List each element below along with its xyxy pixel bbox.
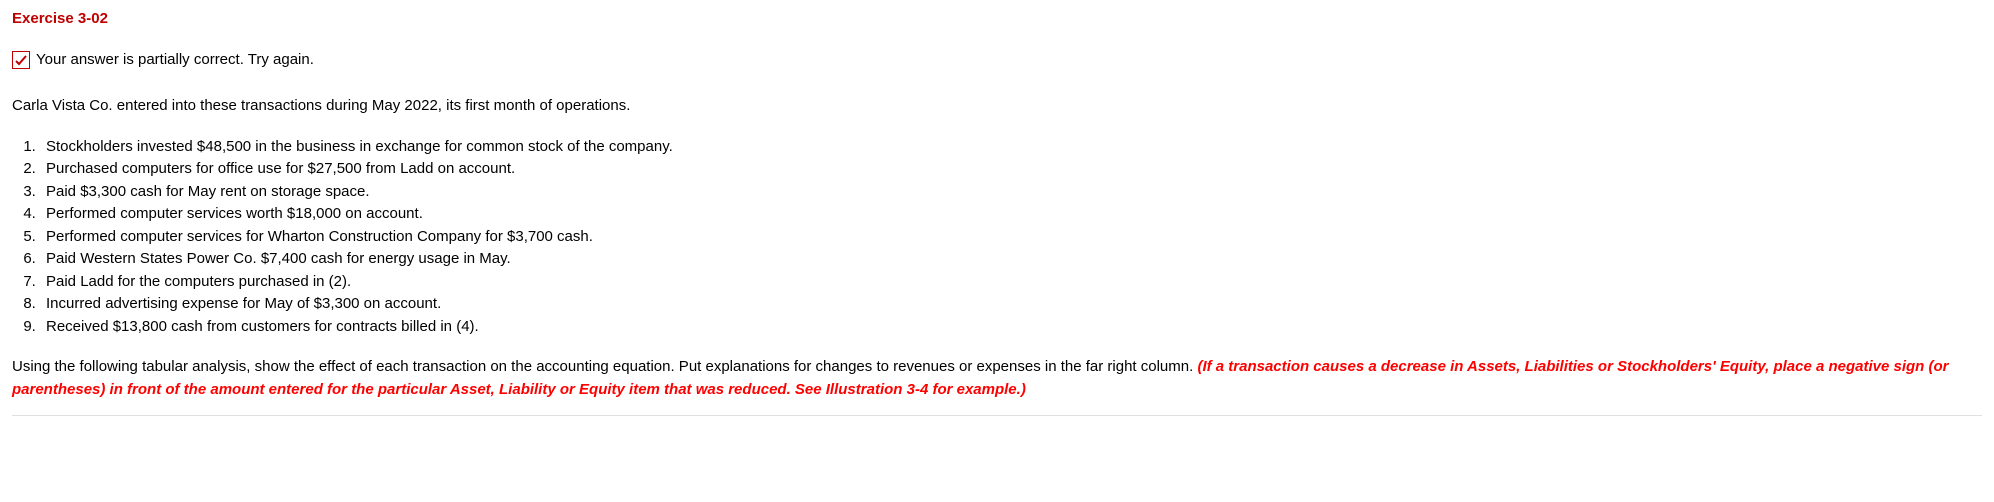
partial-correct-icon [12,51,30,69]
intro-text: Carla Vista Co. entered into these trans… [12,95,1982,118]
transaction-list: Stockholders invested $48,500 in the bus… [12,136,1982,339]
feedback-row: Your answer is partially correct. Try ag… [12,49,1982,72]
separator [12,415,1982,416]
list-item: Stockholders invested $48,500 in the bus… [40,136,1982,159]
list-item: Performed computer services worth $18,00… [40,203,1982,226]
list-item: Purchased computers for office use for $… [40,158,1982,181]
list-item: Incurred advertising expense for May of … [40,293,1982,316]
exercise-title: Exercise 3-02 [12,8,1982,31]
list-item: Performed computer services for Wharton … [40,226,1982,249]
instructions: Using the following tabular analysis, sh… [12,356,1982,401]
list-item: Paid Ladd for the computers purchased in… [40,271,1982,294]
instructions-lead: Using the following tabular analysis, sh… [12,358,1197,375]
list-item: Received $13,800 cash from customers for… [40,316,1982,339]
feedback-message: Your answer is partially correct. Try ag… [36,49,314,72]
list-item: Paid $3,300 cash for May rent on storage… [40,181,1982,204]
list-item: Paid Western States Power Co. $7,400 cas… [40,248,1982,271]
